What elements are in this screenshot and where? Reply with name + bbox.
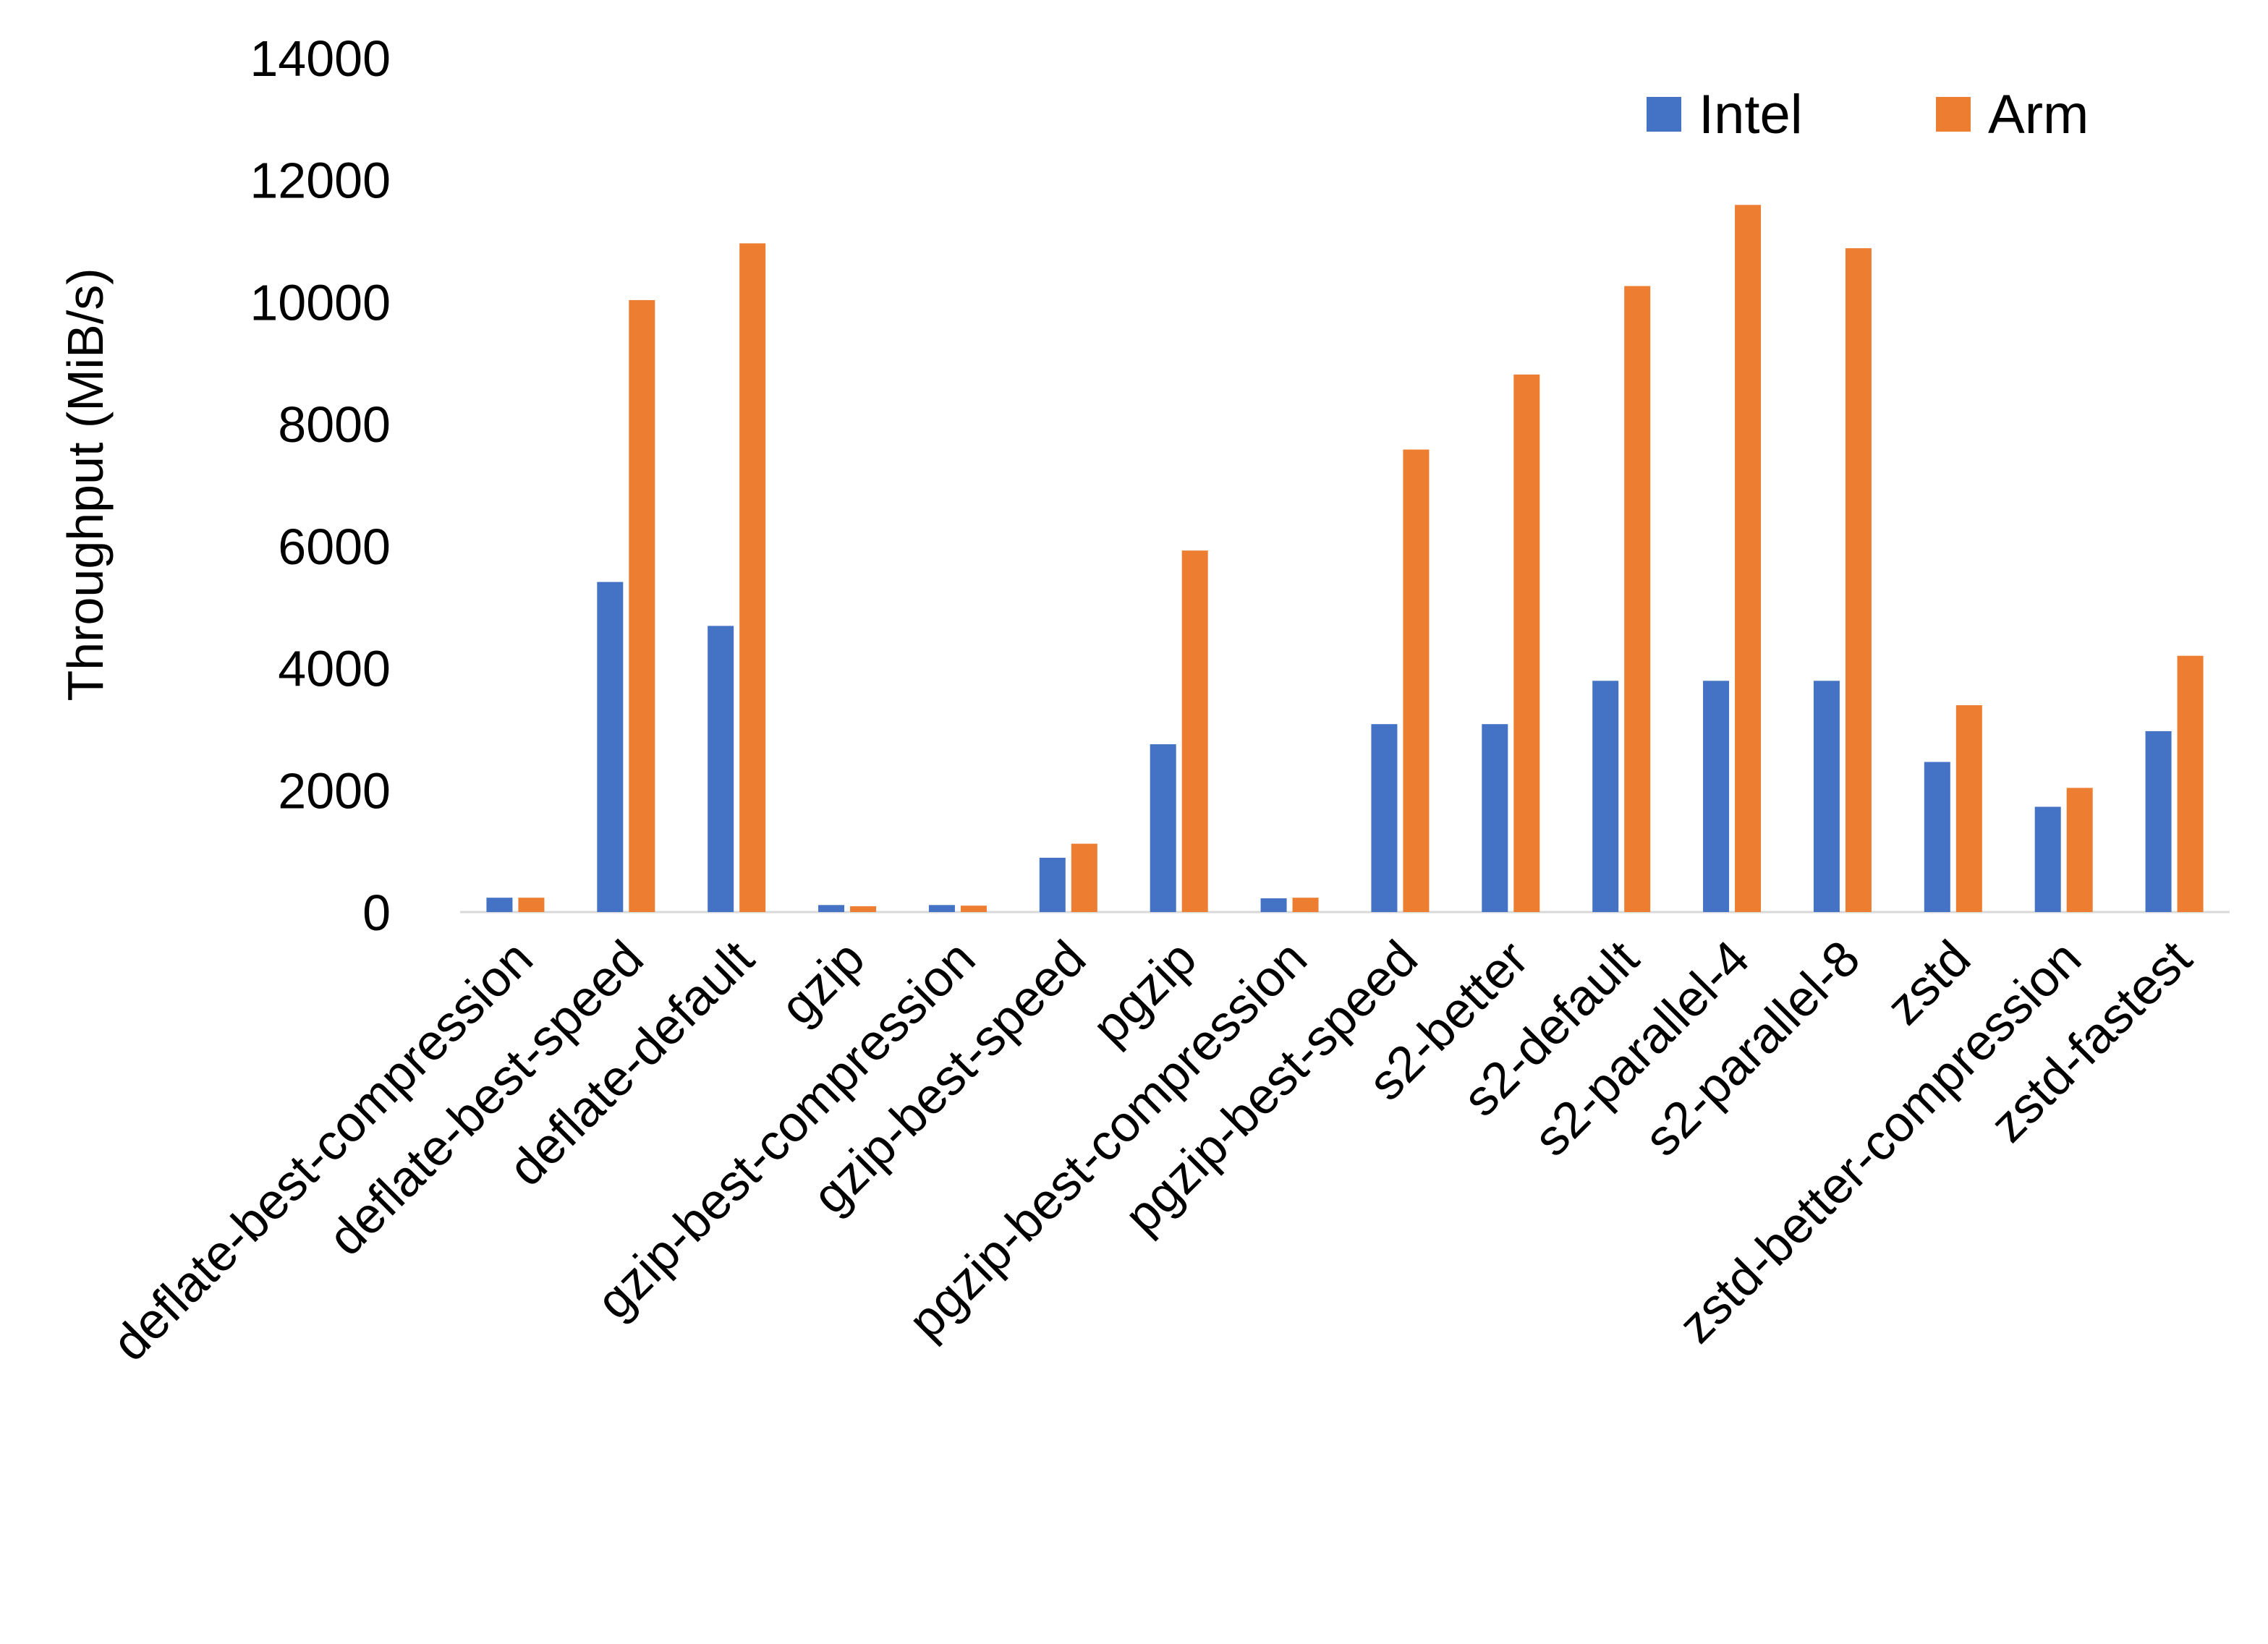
bar-arm-deflate-default — [739, 243, 766, 913]
bar-intel-gzip-best-speed — [1039, 857, 1066, 912]
bar-intel-gzip-best-compression — [928, 905, 955, 912]
bar-arm-s2-parallel-4 — [1735, 205, 1762, 912]
legend-swatch-arm — [1936, 97, 1971, 132]
y-tick-label: 8000 — [278, 396, 391, 453]
x-axis-labels: deflate-best-compressiondeflate-best-spe… — [101, 929, 2202, 1371]
y-tick-label: 0 — [362, 885, 391, 941]
bar-arm-gzip-best-speed — [1071, 843, 1097, 912]
bar-arm-s2-parallel-8 — [1845, 248, 1872, 912]
bars — [486, 205, 2204, 913]
legend: Intel Arm — [1647, 84, 2089, 145]
y-tick-label: 14000 — [250, 30, 391, 87]
bar-intel-s2-default — [1592, 681, 1619, 912]
legend-label-intel: Intel — [1699, 84, 1803, 145]
bar-intel-deflate-best-speed — [597, 582, 624, 912]
bar-arm-deflate-best-compression — [518, 898, 545, 912]
bar-arm-zstd — [1955, 705, 1982, 912]
y-tick-label: 6000 — [278, 519, 391, 575]
y-tick-label: 12000 — [250, 153, 391, 209]
y-tick-label: 2000 — [278, 762, 391, 819]
x-tick-label: deflate-best-compression — [101, 929, 543, 1371]
bar-arm-s2-default — [1624, 286, 1651, 912]
y-axis-ticks: 0 2000 4000 6000 8000 10000 12000 14000 — [250, 30, 391, 941]
bar-arm-pgzip-best-compression — [1292, 898, 1319, 912]
bar-arm-gzip-best-compression — [960, 906, 987, 912]
bar-arm-zstd-better-compression — [2066, 788, 2093, 912]
bar-intel-deflate-best-compression — [486, 898, 513, 912]
bar-intel-zstd — [1924, 762, 1950, 912]
bar-intel-pgzip — [1150, 744, 1176, 912]
bar-intel-zstd-better-compression — [2034, 806, 2061, 912]
bar-intel-pgzip-best-speed — [1371, 724, 1398, 912]
bar-intel-s2-better — [1482, 724, 1508, 912]
y-tick-label: 4000 — [278, 641, 391, 697]
bar-arm-pgzip — [1181, 550, 1208, 912]
bar-arm-pgzip-best-speed — [1403, 449, 1430, 912]
legend-swatch-intel — [1647, 97, 1681, 132]
bar-arm-gzip — [850, 906, 877, 912]
bar-intel-gzip — [818, 905, 845, 912]
bar-arm-deflate-best-speed — [629, 299, 655, 913]
bar-intel-deflate-default — [708, 626, 734, 912]
legend-label-arm: Arm — [1988, 84, 2089, 145]
bar-arm-zstd-fastest — [2177, 655, 2204, 912]
bar-intel-s2-parallel-4 — [1703, 681, 1730, 912]
bar-intel-s2-parallel-8 — [1813, 681, 1840, 912]
bar-arm-s2-better — [1513, 374, 1540, 912]
bar-intel-pgzip-best-compression — [1260, 898, 1287, 912]
y-tick-label: 10000 — [250, 274, 391, 331]
y-axis-title: Throughput (MiB/s) — [57, 268, 114, 701]
bar-intel-zstd-fastest — [2145, 731, 2172, 912]
